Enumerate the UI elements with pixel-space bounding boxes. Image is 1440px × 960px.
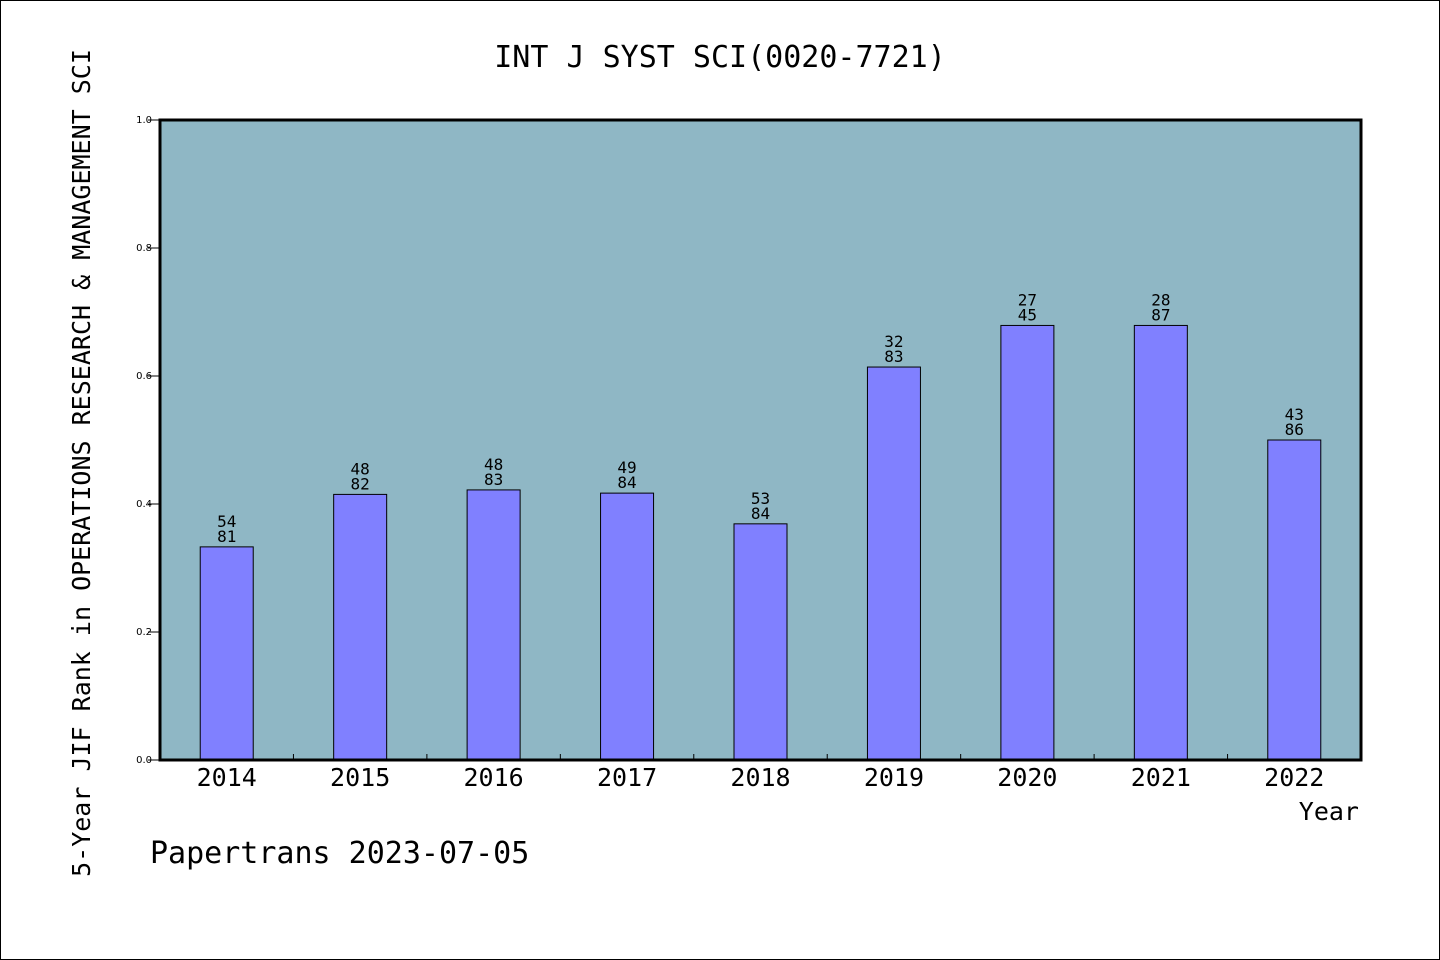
x-tick-label: 2019 xyxy=(864,763,924,792)
y-tick-label: 1.0 xyxy=(136,115,152,126)
y-tick-label: 0.4 xyxy=(136,499,152,510)
y-tick-label: 0.0 xyxy=(136,755,152,766)
y-axis: 0.0 0.2 0.4 0.6 0.8 1.0 xyxy=(136,115,160,766)
y-tick-label: 0.2 xyxy=(136,627,152,638)
bar-total-label: 45 xyxy=(1018,305,1037,324)
bar-rank-label: 48 xyxy=(351,459,370,478)
y-tick-label: 0.6 xyxy=(136,371,152,382)
bar-rank-label: 49 xyxy=(617,458,636,477)
bar-total-label: 83 xyxy=(884,347,903,366)
bar-total-label: 84 xyxy=(751,504,770,523)
bar-rank-label: 32 xyxy=(884,332,903,351)
y-axis-label: 5-Year JIF Rank in OPERATIONS RESEARCH &… xyxy=(67,49,96,877)
chart-title: INT J SYST SCI(0020-7721) xyxy=(494,40,946,75)
x-tick-label: 2015 xyxy=(330,763,390,792)
bar-rank-label: 48 xyxy=(484,455,503,474)
bar-total-label: 84 xyxy=(617,473,636,492)
y-tick-label: 0.8 xyxy=(136,243,152,254)
x-tick-label: 2014 xyxy=(197,763,257,792)
bar-rank-label: 53 xyxy=(751,489,770,508)
bar-total-label: 86 xyxy=(1285,420,1304,439)
bar-2022 xyxy=(1267,439,1322,761)
bar-2015 xyxy=(333,493,388,761)
x-tick-label: 2021 xyxy=(1131,763,1191,792)
bar-2017 xyxy=(600,492,655,761)
x-tick-label: 2017 xyxy=(597,763,657,792)
x-tick-label: 2022 xyxy=(1264,763,1324,792)
x-axis: 2014 2015 2016 2017 2018 2019 2020 2021 2022 xyxy=(197,754,1324,792)
plot-border xyxy=(158,118,1363,762)
x-tick-label: 2018 xyxy=(730,763,790,792)
bar-2014 xyxy=(199,546,254,761)
bar-rank-label: 27 xyxy=(1018,290,1037,309)
x-tick-label: 2016 xyxy=(464,763,524,792)
x-tick-label: 2020 xyxy=(997,763,1057,792)
bar-2018 xyxy=(733,523,788,761)
x-axis-label: Year xyxy=(1299,797,1359,826)
bar-total-label: 87 xyxy=(1151,305,1170,324)
bar-total-label: 82 xyxy=(351,474,370,493)
credit-text: Papertrans 2023-07-05 xyxy=(150,836,529,871)
bar-2021 xyxy=(1133,324,1188,761)
bar-total-label: 83 xyxy=(484,470,503,489)
bar-rank-label: 54 xyxy=(217,512,236,531)
bar-2020 xyxy=(1000,324,1055,761)
bar-total-label: 81 xyxy=(217,527,236,546)
bar-2019 xyxy=(866,366,921,761)
bar-rank-label: 28 xyxy=(1151,290,1170,309)
bar-rank-label: 43 xyxy=(1285,405,1304,424)
bar-2016 xyxy=(466,489,521,761)
